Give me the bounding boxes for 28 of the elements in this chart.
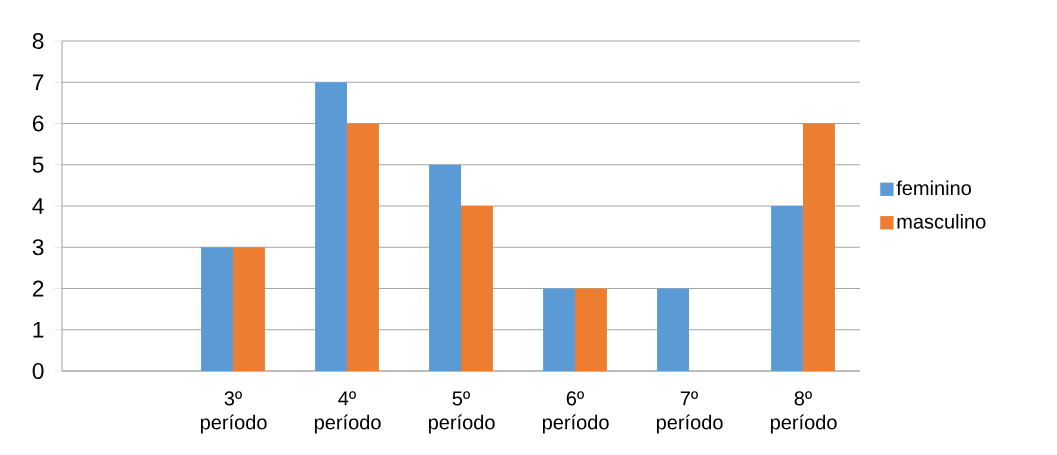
- y-tick-label: 8: [32, 32, 44, 50]
- y-tick-label: 6: [32, 115, 44, 132]
- y-tick-label: 5: [32, 156, 44, 173]
- y-tick-label: 1: [33, 321, 44, 338]
- bar: [803, 123, 835, 371]
- bar: [429, 164, 461, 371]
- y-tick-label: 7: [32, 74, 44, 91]
- x-tick-label: 6º período: [542, 391, 609, 434]
- bar: [347, 123, 379, 371]
- x-tick-label: 8º período: [770, 391, 837, 434]
- x-tick-label: 7º período: [656, 391, 723, 434]
- x-tick-label: 5º período: [428, 391, 495, 434]
- x-tick-label: 3º período: [200, 391, 267, 434]
- y-tick-label: 4: [32, 198, 44, 214]
- legend-label: feminino: [896, 180, 971, 196]
- bar: [201, 247, 233, 371]
- bar: [315, 82, 347, 371]
- legend-label: masculino: [897, 214, 986, 229]
- bar: [461, 206, 493, 371]
- y-tick-label: 2: [32, 280, 44, 297]
- bar: [543, 288, 575, 371]
- bar: [575, 288, 607, 371]
- bar: [233, 247, 265, 371]
- x-tick-label: 4º período: [314, 391, 381, 434]
- bar: [657, 288, 689, 371]
- y-tick-label: 0: [32, 362, 44, 380]
- y-tick-label: 3: [32, 239, 44, 256]
- bar: [771, 206, 803, 371]
